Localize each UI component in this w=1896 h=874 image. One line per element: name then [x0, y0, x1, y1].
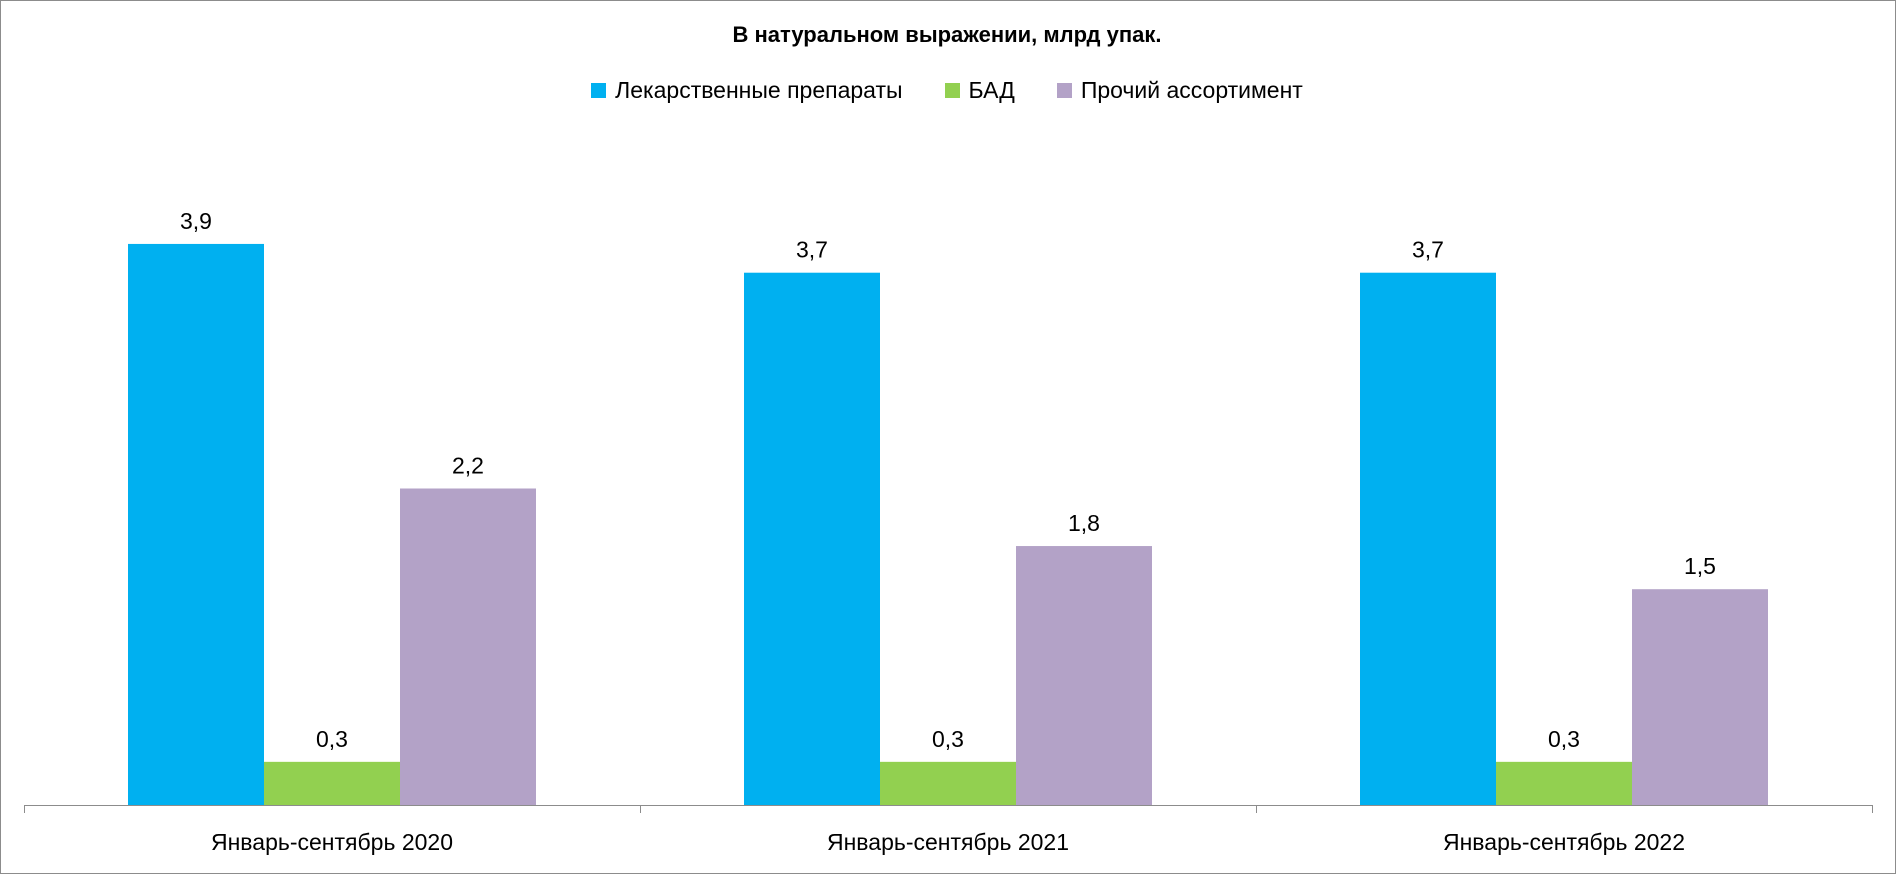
x-tick-label-1: Январь-сентябрь 2021 — [827, 829, 1069, 855]
legend-item-series-1: БАД — [944, 77, 1015, 104]
bar-2-1 — [1016, 546, 1152, 805]
legend-swatch-series-1 — [944, 83, 960, 98]
data-label-2-0: 2,2 — [452, 453, 484, 479]
legend-label-series-0: Лекарственные препараты — [615, 77, 903, 103]
data-label-1-2: 0,3 — [1548, 726, 1580, 752]
chart-title: В натуральном выражении, млрд упак. — [732, 22, 1162, 47]
bar-0-0 — [128, 243, 264, 805]
data-label-1-1: 0,3 — [932, 726, 964, 752]
legend-item-series-2: Прочий ассортимент — [1056, 77, 1303, 104]
x-tick-label-2: Январь-сентябрь 2022 — [1443, 829, 1685, 855]
data-label-1-0: 0,3 — [316, 726, 348, 752]
bar-2-0 — [400, 488, 536, 805]
legend-label-series-1: БАД — [968, 77, 1015, 103]
chart-legend: Лекарственные препараты БАД Прочий ассор… — [0, 77, 1894, 104]
data-label-0-2: 3,7 — [1412, 237, 1444, 263]
legend-swatch-series-2 — [1056, 83, 1072, 98]
bar-1-2 — [1496, 761, 1632, 805]
bar-1-0 — [264, 761, 400, 805]
data-label-0-1: 3,7 — [796, 237, 828, 263]
legend-label-series-2: Прочий ассортимент — [1080, 77, 1303, 103]
bar-0-1 — [744, 272, 880, 805]
data-label-2-2: 1,5 — [1684, 553, 1716, 579]
data-label-2-1: 1,8 — [1068, 510, 1100, 536]
legend-swatch-series-0 — [591, 83, 607, 98]
bar-1-1 — [880, 761, 1016, 805]
bar-0-2 — [1360, 272, 1496, 805]
bar-2-2 — [1632, 589, 1768, 805]
x-tick-label-0: Январь-сентябрь 2020 — [211, 829, 453, 855]
legend-item-series-0: Лекарственные препараты — [591, 77, 903, 104]
data-label-0-0: 3,9 — [180, 208, 212, 234]
